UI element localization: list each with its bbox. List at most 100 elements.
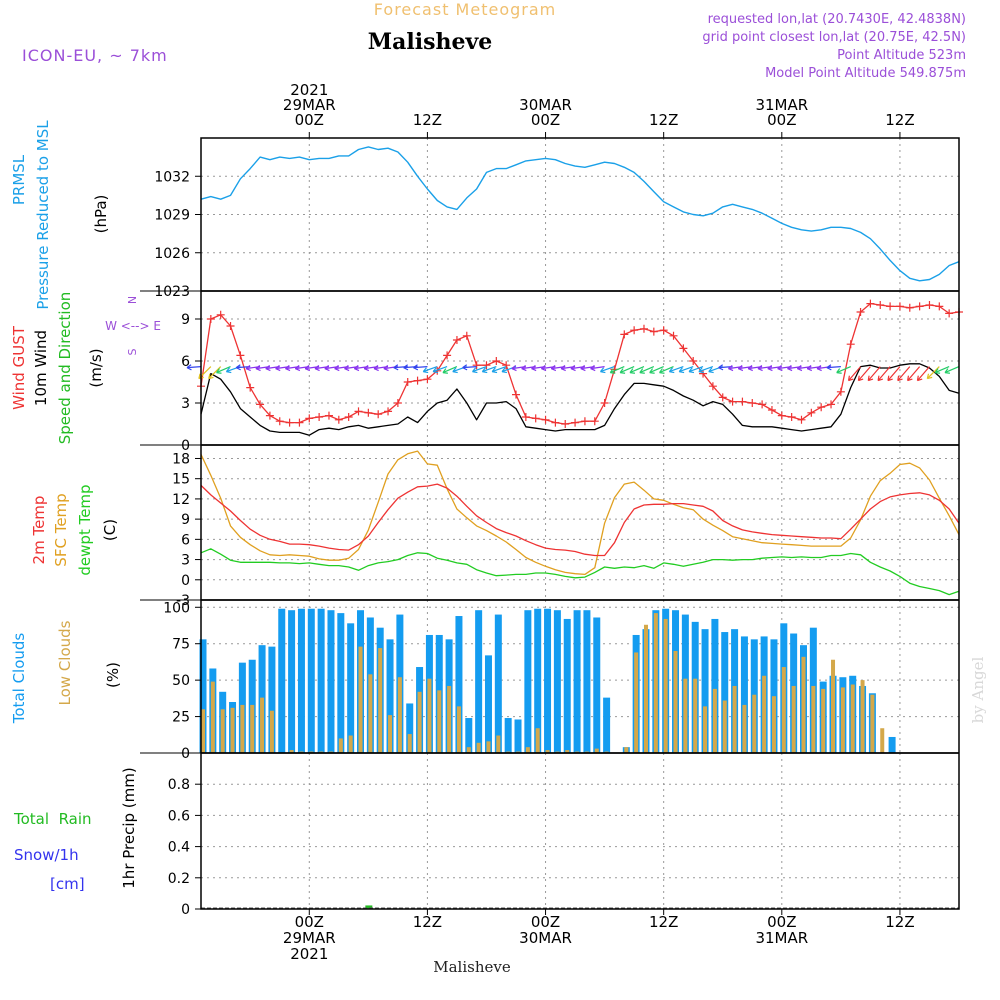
wind-arrow-head — [787, 364, 793, 372]
gridpoint-coords: grid point closest lon,lat (20.75E, 42.5… — [702, 30, 966, 45]
bottom-axis-label: 12Z — [413, 913, 442, 931]
wind-unit: (m/s) — [87, 348, 105, 387]
wind-arrow-head — [599, 367, 606, 374]
low-cloud-bar — [752, 694, 757, 753]
wind-arrow — [867, 366, 881, 381]
wind-arrow-head — [383, 364, 389, 372]
wind-arrow-head — [422, 367, 429, 374]
gust-marker — [315, 413, 324, 421]
low-cloud-bar — [456, 706, 461, 753]
sfc-temp-line — [200, 450, 960, 576]
gust-marker — [630, 326, 639, 335]
gust-marker — [285, 418, 294, 427]
wind-arrow-head — [324, 364, 330, 372]
gust-marker — [452, 336, 461, 344]
wind-gust-line — [200, 302, 960, 425]
bottom-axis-label: 30MAR — [519, 929, 572, 947]
gust-marker — [827, 400, 836, 409]
wind-arrow-head — [413, 364, 419, 371]
wind-arrow — [857, 366, 871, 381]
total-cloud-bar — [573, 610, 581, 753]
wind-10m-label: 10m Wind — [32, 330, 50, 406]
total-cloud-bar — [484, 655, 492, 753]
gust-marker — [580, 417, 589, 426]
wind-arrow-head — [521, 364, 527, 372]
wind-arrow-head — [186, 364, 192, 371]
wind-arrow — [619, 366, 635, 374]
cloud-panel-labels: Total Clouds Low Clouds (%) — [10, 620, 122, 724]
wind-arrow-head — [816, 364, 822, 372]
wind-arrow-head — [373, 364, 379, 372]
total-cloud-bar — [278, 608, 286, 753]
gust-marker — [797, 415, 806, 424]
low-cloud-bar — [250, 704, 255, 753]
gust-marker — [836, 387, 845, 396]
gust-marker — [590, 417, 599, 426]
total-cloud-bar — [553, 610, 561, 753]
gust-marker — [502, 361, 511, 370]
gust-marker — [807, 408, 816, 417]
wind-arrow-head — [619, 368, 626, 374]
y-tick-label: 0 — [181, 438, 190, 454]
wind-arrow-head — [826, 364, 832, 371]
wind-arrow — [917, 366, 930, 381]
wind-arrow — [698, 366, 714, 373]
wind-arrow-head — [275, 364, 281, 372]
wind-arrow-head — [897, 375, 903, 382]
y-tick-label: 0 — [181, 746, 190, 762]
wind-arrow-head — [907, 375, 913, 382]
low-cloud-bar — [673, 651, 678, 753]
wind-10m-line — [200, 363, 960, 436]
total-cloud-bar — [406, 703, 414, 753]
wind-arrow — [934, 366, 950, 374]
gust-marker — [787, 413, 796, 421]
pressure-label-1: PRMSL — [10, 154, 28, 205]
wind-arrow-head — [216, 368, 222, 374]
gust-marker — [777, 411, 786, 420]
temp-panel-labels: 2m Temp SFC Temp dewpt Temp (C) — [30, 484, 119, 575]
wind-arrow — [944, 366, 960, 374]
wind-arrow — [423, 366, 438, 373]
wind-arrow-head — [590, 364, 596, 372]
gust-marker — [817, 403, 826, 412]
wind-arrow — [610, 366, 625, 374]
wind-arrow — [639, 366, 655, 374]
y-tick-label: -3 — [176, 593, 190, 609]
series-layer — [186, 146, 963, 909]
gust-marker — [915, 302, 924, 311]
wind-arrow — [659, 366, 674, 374]
total-cloud-bar — [563, 618, 571, 753]
wind-arrow-head — [728, 364, 734, 372]
y-tick-label: 15 — [172, 472, 190, 488]
wind-arrow — [877, 366, 891, 381]
y-tick-label: 9 — [181, 512, 190, 528]
gust-marker — [512, 390, 521, 399]
low-cloud-bar — [289, 750, 294, 753]
gust-marker — [876, 301, 885, 309]
gust-marker — [571, 418, 580, 427]
temp-unit: (C) — [101, 519, 119, 541]
gust-marker — [866, 299, 875, 308]
gust-marker — [620, 330, 629, 339]
low-cloud-bar — [565, 750, 570, 753]
wind-arrow-head — [304, 364, 310, 372]
low-cloud-bar — [742, 704, 747, 753]
gust-marker — [886, 302, 895, 311]
gust-marker — [374, 410, 383, 419]
gust-marker — [748, 399, 757, 407]
total-cloud-bar — [888, 736, 896, 753]
low-cloud-bar — [496, 735, 501, 753]
low-cloud-bar — [437, 690, 442, 753]
product-title: Forecast Meteogram — [374, 0, 556, 19]
gust-marker — [393, 399, 402, 407]
bottom-axis-label: 31MAR — [755, 929, 808, 947]
wind-arrow-head — [698, 367, 704, 374]
gust-marker — [708, 382, 717, 391]
temp-sfc-label: SFC Temp — [52, 493, 70, 566]
wind-arrow — [897, 366, 911, 381]
y-tick-label: 0.2 — [168, 871, 190, 887]
gust-marker — [649, 327, 658, 336]
wind-arrow-head — [688, 367, 695, 374]
low-cloud-bar — [388, 715, 393, 753]
wind-arrow-head — [208, 373, 214, 380]
